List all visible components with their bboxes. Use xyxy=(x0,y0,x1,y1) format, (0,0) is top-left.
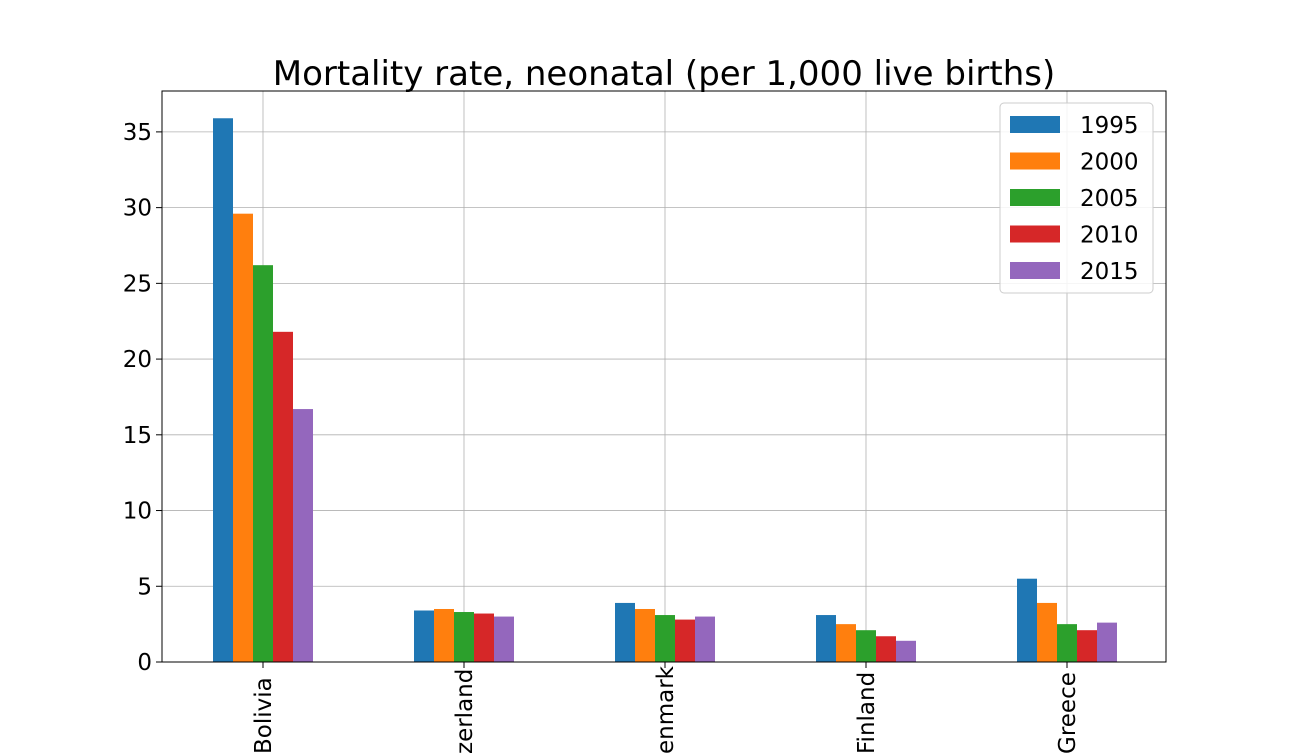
bar-2000-bolivia xyxy=(233,213,253,662)
bar-2005-switzerland xyxy=(454,612,474,662)
chart-title: Mortality rate, neonatal (per 1,000 live… xyxy=(273,54,1055,94)
bar-2000-finland xyxy=(836,624,856,662)
bar-2015-bolivia xyxy=(293,409,313,662)
bar-2005-bolivia xyxy=(253,265,273,662)
y-tick-label: 5 xyxy=(137,574,152,600)
legend-swatch-2005 xyxy=(1010,189,1060,206)
legend-swatch-2015 xyxy=(1010,262,1060,279)
bar-2005-denmark xyxy=(655,615,675,662)
bar-2010-finland xyxy=(876,636,896,662)
bar-1995-bolivia xyxy=(213,118,233,663)
legend-label-2005: 2005 xyxy=(1080,186,1139,212)
x-tick-label: enmark xyxy=(653,665,679,754)
bars xyxy=(213,118,1117,663)
x-tick-label: zerland xyxy=(452,669,478,754)
legend-box xyxy=(999,102,1154,294)
bar-2005-greece xyxy=(1057,624,1077,662)
bar-2010-bolivia xyxy=(273,331,293,662)
bar-2015-denmark xyxy=(695,616,715,662)
bar-1995-finland xyxy=(816,615,836,662)
plot-frame xyxy=(161,90,1167,663)
bar-2000-denmark xyxy=(635,608,655,662)
bar-2015-switzerland xyxy=(494,616,514,662)
x-tick-label: Greece xyxy=(1055,672,1081,754)
legend-swatch-1995 xyxy=(1010,116,1060,133)
y-axis: 0 5 10 15 20 25 30 35 xyxy=(123,120,162,676)
y-tick-label: 15 xyxy=(123,423,152,449)
bar-2010-denmark xyxy=(675,619,695,662)
y-tick-label: 10 xyxy=(123,499,152,525)
bar-2010-greece xyxy=(1077,630,1097,662)
legend-swatch-2000 xyxy=(1010,152,1060,170)
legend-label-2015: 2015 xyxy=(1080,259,1139,285)
y-tick-label: 25 xyxy=(123,271,152,297)
x-tick-label: Finland xyxy=(854,672,880,754)
x-tick-label: Bolivia xyxy=(251,677,277,754)
x-axis: Bolivia zerland enmark Finland Greece xyxy=(251,662,1081,754)
grid xyxy=(162,91,1166,663)
bar-2000-switzerland xyxy=(434,608,454,662)
bar-2015-finland xyxy=(896,640,916,662)
bar-1995-greece xyxy=(1017,578,1037,662)
legend-label-1995: 1995 xyxy=(1080,113,1139,139)
y-tick-label: 30 xyxy=(123,196,152,222)
legend-label-2000: 2000 xyxy=(1080,150,1139,176)
bar-2005-finland xyxy=(856,630,876,662)
bar-2010-switzerland xyxy=(474,613,494,662)
bar-2015-greece xyxy=(1097,622,1117,662)
legend: 1995 2000 2005 2010 2015 xyxy=(999,102,1154,294)
y-tick-label: 35 xyxy=(123,120,152,146)
legend-swatch-2010 xyxy=(1010,225,1060,243)
bar-2000-greece xyxy=(1037,602,1057,662)
y-tick-label: 0 xyxy=(137,650,152,676)
bar-1995-switzerland xyxy=(414,610,434,662)
legend-label-2010: 2010 xyxy=(1080,223,1139,249)
bar-1995-denmark xyxy=(615,602,635,662)
y-tick-label: 20 xyxy=(123,347,152,373)
